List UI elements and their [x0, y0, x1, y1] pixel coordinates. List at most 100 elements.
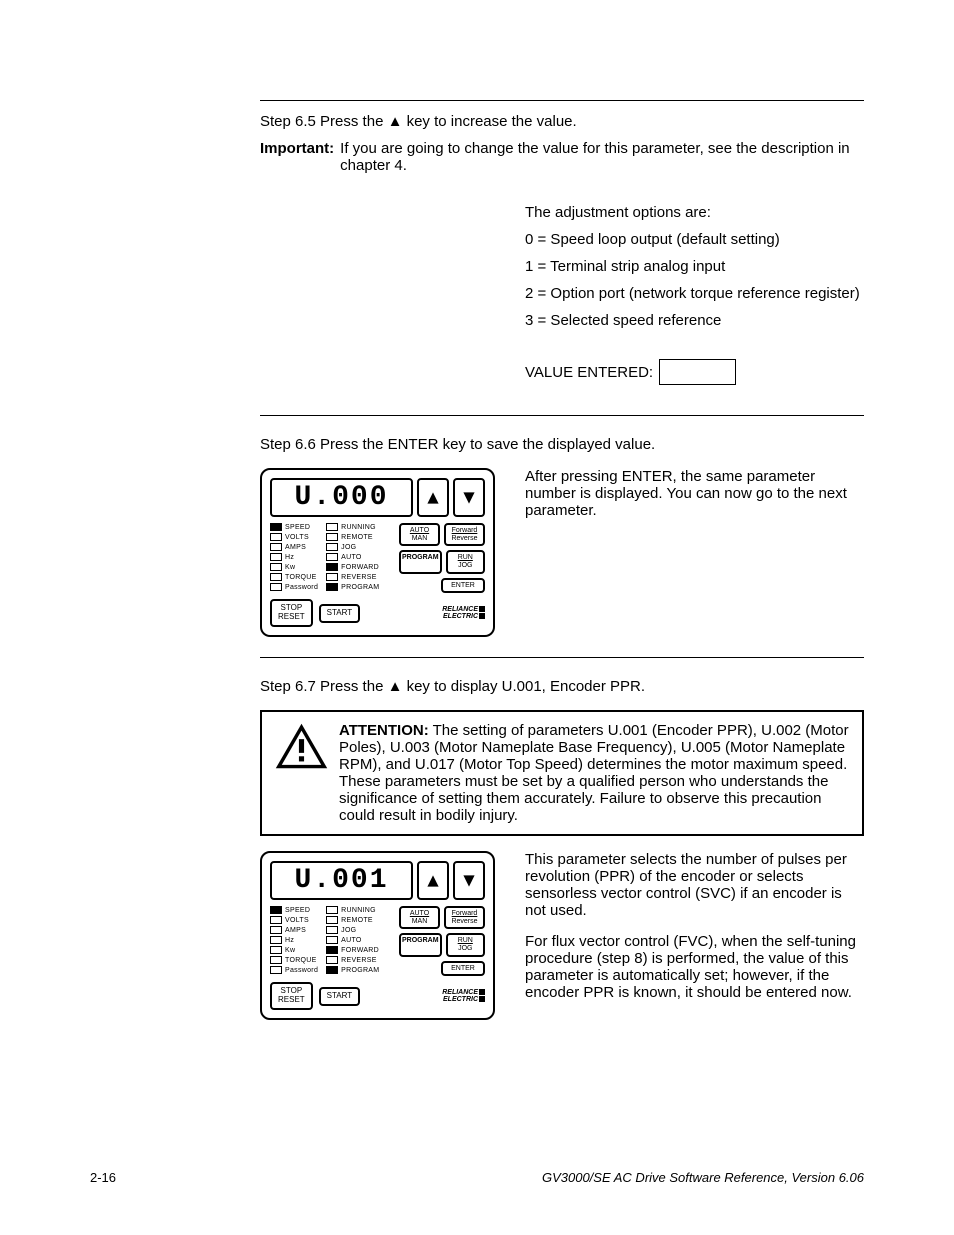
led-label: VOLTS [285, 917, 309, 924]
led-row: AMPS [270, 926, 318, 934]
led-column-left: SPEEDVOLTSAMPSHzKwTORQUEPassword [270, 523, 318, 593]
down-arrow-button[interactable] [453, 478, 485, 517]
brand-label: RELIANCEELECTRIC [442, 989, 485, 1003]
led-label: AMPS [285, 927, 306, 934]
led-label: Password [285, 584, 318, 591]
run-jog-button[interactable]: RUNJOG [446, 550, 485, 573]
led-label: Kw [285, 564, 295, 571]
important-label: Important: [260, 140, 334, 174]
led-row: REVERSE [326, 956, 379, 964]
led-column-right: RUNNINGREMOTEJOGAUTOFORWARDREVERSEPROGRA… [326, 906, 379, 976]
options-intro: The adjustment options are: [525, 204, 864, 221]
brand-label: RELIANCEELECTRIC [442, 606, 485, 620]
led-label: REVERSE [341, 957, 377, 964]
footer-title: GV3000/SE AC Drive Software Reference, V… [542, 1170, 864, 1185]
option-3: 3 = Selected speed reference [525, 312, 864, 329]
led-indicator [326, 543, 338, 551]
led-label: REMOTE [341, 917, 373, 924]
led-row: PROGRAM [326, 966, 379, 974]
led-label: FORWARD [341, 564, 379, 571]
up-arrow-button[interactable] [417, 478, 449, 517]
stop-reset-button[interactable]: STOPRESET [270, 982, 313, 1010]
led-column-right: RUNNINGREMOTEJOGAUTOFORWARDREVERSEPROGRA… [326, 523, 379, 593]
step-6-7-side-1: This parameter selects the number of pul… [525, 851, 864, 919]
led-row: FORWARD [326, 563, 379, 571]
led-row: VOLTS [270, 533, 318, 541]
led-row: Kw [270, 946, 318, 954]
led-row: REVERSE [326, 573, 379, 581]
led-indicator [270, 926, 282, 934]
value-entered-row: VALUE ENTERED: [525, 359, 864, 385]
led-indicator [326, 533, 338, 541]
start-button[interactable]: START [319, 604, 360, 623]
program-button[interactable]: PROGRAM [399, 933, 442, 956]
program-button[interactable]: PROGRAM [399, 550, 442, 573]
step-6-6-side: After pressing ENTER, the same parameter… [525, 468, 864, 519]
led-indicator [326, 946, 338, 954]
start-button[interactable]: START [319, 987, 360, 1006]
led-row: SPEED [270, 906, 318, 914]
led-label: FORWARD [341, 947, 379, 954]
forward-reverse-button[interactable]: ForwardReverse [444, 906, 485, 929]
important-text: If you are going to change the value for… [340, 140, 864, 174]
led-row: Hz [270, 553, 318, 561]
down-arrow-button[interactable] [453, 861, 485, 900]
step-6-7-side-2: For flux vector control (FVC), when the … [525, 933, 864, 1001]
option-1: 1 = Terminal strip analog input [525, 258, 864, 275]
attention-label: ATTENTION: [339, 722, 429, 739]
led-indicator [270, 543, 282, 551]
led-label: Kw [285, 947, 295, 954]
enter-button[interactable]: ENTER [441, 961, 485, 977]
led-indicator [326, 563, 338, 571]
led-indicator [326, 936, 338, 944]
led-indicator [326, 573, 338, 581]
page-number: 2-16 [90, 1170, 116, 1185]
auto-man-button[interactable]: AUTOMAN [399, 906, 440, 929]
led-indicator [326, 966, 338, 974]
value-entered-label: VALUE ENTERED: [525, 364, 653, 381]
forward-reverse-button[interactable]: ForwardReverse [444, 523, 485, 546]
led-label: REVERSE [341, 574, 377, 581]
led-label: AMPS [285, 544, 306, 551]
led-indicator [326, 916, 338, 924]
led-indicator [270, 573, 282, 581]
led-row: JOG [326, 926, 379, 934]
led-indicator [326, 906, 338, 914]
enter-button[interactable]: ENTER [441, 578, 485, 594]
led-row: PROGRAM [326, 583, 379, 591]
led-indicator [270, 906, 282, 914]
auto-man-button[interactable]: AUTOMAN [399, 523, 440, 546]
keypad-panel-u001: U.001 SPEEDVOLTSAMPSHzKwTORQUEPassword R… [260, 851, 495, 1020]
led-label: RUNNING [341, 907, 376, 914]
led-label: SPEED [285, 907, 310, 914]
led-label: VOLTS [285, 534, 309, 541]
important-note: Important: If you are going to change th… [260, 140, 864, 174]
led-label: Password [285, 967, 318, 974]
stop-reset-button[interactable]: STOPRESET [270, 599, 313, 627]
seven-seg-display: U.001 [270, 861, 413, 900]
led-indicator [326, 926, 338, 934]
led-column-left: SPEEDVOLTSAMPSHzKwTORQUEPassword [270, 906, 318, 976]
led-label: TORQUE [285, 957, 317, 964]
keypad-panel-u000: U.000 SPEEDVOLTSAMPSHzKwTORQUEPassword R… [260, 468, 495, 637]
led-indicator [270, 583, 282, 591]
led-row: TORQUE [270, 573, 318, 581]
run-jog-button[interactable]: RUNJOG [446, 933, 485, 956]
led-label: RUNNING [341, 524, 376, 531]
led-label: REMOTE [341, 534, 373, 541]
led-label: PROGRAM [341, 584, 379, 591]
attention-box: ATTENTION: The setting of parameters U.0… [260, 710, 864, 836]
option-0: 0 = Speed loop output (default setting) [525, 231, 864, 248]
led-indicator [326, 553, 338, 561]
led-indicator [270, 956, 282, 964]
led-indicator [270, 553, 282, 561]
led-label: AUTO [341, 554, 362, 561]
warning-icon [274, 722, 329, 774]
led-row: AMPS [270, 543, 318, 551]
led-indicator [326, 523, 338, 531]
led-row: Kw [270, 563, 318, 571]
up-arrow-button[interactable] [417, 861, 449, 900]
led-row: RUNNING [326, 906, 379, 914]
led-row: REMOTE [326, 916, 379, 924]
led-label: TORQUE [285, 574, 317, 581]
